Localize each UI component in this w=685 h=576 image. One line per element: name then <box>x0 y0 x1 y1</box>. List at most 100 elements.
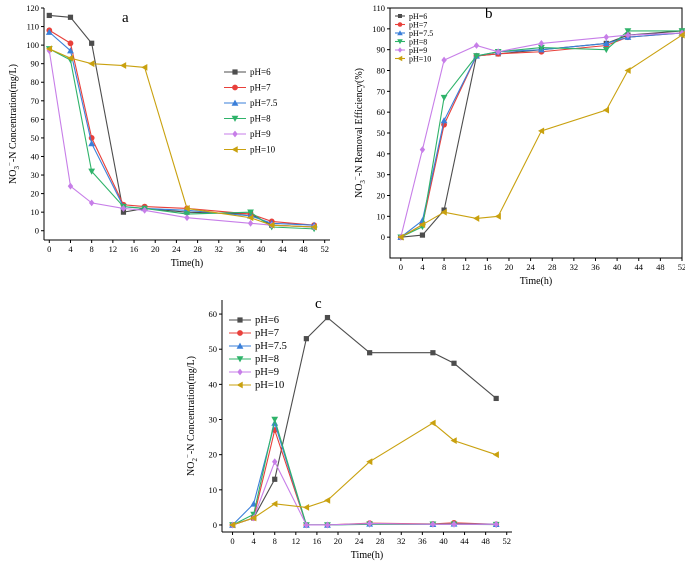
y-tick-label: 10 <box>377 211 386 221</box>
legend-marker <box>237 368 243 376</box>
x-tick-label: 16 <box>313 536 322 546</box>
data-point <box>492 451 499 459</box>
data-point <box>625 31 631 39</box>
data-point <box>45 45 53 53</box>
data-point <box>272 476 278 482</box>
data-point <box>419 146 426 154</box>
x-tick-label: 36 <box>591 262 600 272</box>
legend-marker <box>237 330 243 336</box>
x-axis-label: Time(h) <box>520 276 552 287</box>
data-point <box>88 168 96 175</box>
x-tick-label: 12 <box>109 244 118 254</box>
y-tick-label: 30 <box>209 415 218 425</box>
data-point <box>120 205 127 212</box>
data-point <box>473 215 480 222</box>
data-point <box>324 521 331 529</box>
data-point <box>247 219 254 227</box>
data-point <box>602 106 610 114</box>
panel-b-letter: b <box>485 6 493 22</box>
y-tick-label: 40 <box>31 151 40 161</box>
x-tick-label: 48 <box>481 536 490 546</box>
legend-label: pH=9 <box>409 46 427 55</box>
data-point <box>229 521 236 529</box>
series-line <box>232 417 497 526</box>
data-point <box>88 199 95 207</box>
data-point <box>67 14 74 20</box>
y-tick-label: 50 <box>209 344 218 354</box>
data-point <box>141 63 148 71</box>
data-point <box>473 53 480 60</box>
y-tick-label: 60 <box>377 107 386 117</box>
series-pH=7 <box>46 27 318 229</box>
y-tick-label: 100 <box>372 24 385 34</box>
legend-label: pH=7.5 <box>409 29 433 38</box>
x-tick-label: 16 <box>130 244 139 254</box>
x-tick-label: 28 <box>376 536 385 546</box>
data-point <box>271 416 279 423</box>
y-tick-label: 10 <box>209 485 218 495</box>
series-pH=6 <box>46 12 317 230</box>
data-point <box>303 336 309 342</box>
legend-label: pH=6 <box>250 67 271 77</box>
y-tick-label: 90 <box>377 45 386 55</box>
panel-b: b 0 4 8 12 16 20 24 28 32 36 40 44 48 520102030405060… <box>352 3 685 287</box>
x-tick-label: 44 <box>278 244 287 254</box>
data-point <box>429 419 436 427</box>
y-tick-label: 80 <box>377 66 386 76</box>
legend-marker <box>232 69 238 75</box>
legend-label: pH=9 <box>250 129 271 139</box>
legend-label: pH=10 <box>250 145 276 155</box>
series-pH=8 <box>45 46 318 233</box>
legend-label: pH=10 <box>409 55 431 64</box>
data-point <box>493 395 499 402</box>
x-tick-label: 16 <box>483 262 492 272</box>
legend-label: pH=7 <box>409 21 427 30</box>
data-point <box>324 314 331 321</box>
data-point <box>419 232 426 238</box>
x-tick-label: 24 <box>355 536 364 546</box>
x-tick-label: 24 <box>526 262 535 272</box>
legend-marker <box>231 115 239 122</box>
legend-label: pH=7.5 <box>250 98 278 108</box>
y-tick-label: 0 <box>213 520 217 530</box>
x-tick-label: 12 <box>461 262 470 272</box>
data-point <box>184 214 190 222</box>
legend-label: pH=8 <box>255 354 279 365</box>
data-point <box>450 437 457 445</box>
data-point <box>494 212 501 220</box>
data-point <box>247 209 254 216</box>
x-tick-label: 28 <box>193 244 202 254</box>
x-tick-label: 32 <box>397 536 406 546</box>
panel-a-letter: a <box>122 10 129 26</box>
data-point <box>397 233 404 241</box>
data-point <box>268 221 275 229</box>
data-point <box>120 209 127 215</box>
data-point <box>473 42 480 49</box>
data-point <box>430 520 436 528</box>
data-point <box>440 208 447 216</box>
y-tick-label: 30 <box>31 170 40 180</box>
series-pH=8 <box>229 416 500 529</box>
x-tick-label: 36 <box>418 536 427 546</box>
series-pH=10 <box>229 419 499 529</box>
x-tick-label: 0 <box>399 262 403 272</box>
data-point <box>366 520 373 527</box>
data-point <box>419 221 426 229</box>
data-point <box>88 140 96 147</box>
y-tick-label: 10 <box>31 207 40 217</box>
series-line <box>232 460 497 526</box>
x-tick-label: 40 <box>439 536 448 546</box>
legend-marker <box>397 55 403 62</box>
legend-marker <box>397 22 403 27</box>
legend-marker <box>231 146 238 153</box>
x-tick-label: 4 <box>420 262 425 272</box>
y-tick-label: 40 <box>377 149 386 159</box>
x-tick-label: 0 <box>47 244 51 254</box>
data-point <box>310 223 317 231</box>
data-point <box>302 503 310 511</box>
legend-label: pH=6 <box>255 315 279 326</box>
data-point <box>624 28 632 35</box>
x-tick-label: 32 <box>570 262 579 272</box>
data-point <box>271 500 278 508</box>
x-tick-label: 40 <box>613 262 622 272</box>
